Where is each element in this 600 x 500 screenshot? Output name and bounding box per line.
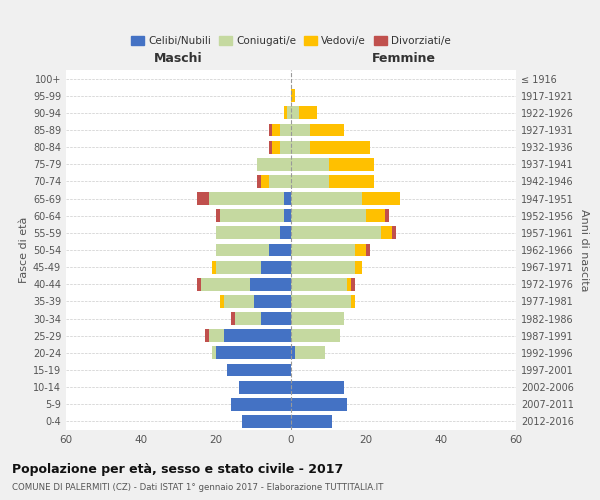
Bar — [227, 364, 291, 376]
Bar — [329, 175, 373, 188]
Bar — [284, 192, 291, 205]
Bar — [291, 158, 329, 170]
Bar — [201, 278, 250, 290]
Bar — [212, 346, 216, 360]
Bar — [257, 175, 261, 188]
Bar — [269, 140, 272, 153]
Bar — [235, 312, 261, 325]
Bar — [261, 312, 291, 325]
Bar — [220, 210, 284, 222]
Bar — [250, 278, 291, 290]
Bar — [291, 226, 381, 239]
Bar — [291, 192, 362, 205]
Bar — [269, 244, 291, 256]
Bar — [291, 278, 347, 290]
Bar — [291, 140, 310, 153]
Bar — [385, 210, 389, 222]
Bar — [205, 330, 209, 342]
Bar — [257, 158, 291, 170]
Bar — [261, 260, 291, 274]
Bar — [254, 295, 291, 308]
Bar — [291, 380, 343, 394]
Bar — [223, 295, 254, 308]
Bar — [291, 244, 355, 256]
Bar — [261, 175, 269, 188]
Bar — [231, 312, 235, 325]
Bar — [269, 175, 291, 188]
Bar — [329, 158, 373, 170]
Bar — [280, 140, 291, 153]
Text: Maschi: Maschi — [154, 52, 203, 65]
Bar — [355, 244, 366, 256]
Legend: Celibi/Nubili, Coniugati/e, Vedovi/e, Divorziati/e: Celibi/Nubili, Coniugati/e, Vedovi/e, Di… — [127, 32, 455, 50]
Bar — [272, 140, 280, 153]
Bar — [280, 226, 291, 239]
Text: Femmine: Femmine — [371, 52, 436, 65]
Bar — [291, 330, 340, 342]
Bar — [284, 210, 291, 222]
Bar — [220, 295, 223, 308]
Y-axis label: Fasce di età: Fasce di età — [19, 217, 29, 283]
Bar — [310, 140, 370, 153]
Bar — [216, 244, 269, 256]
Bar — [231, 398, 291, 410]
Bar — [355, 260, 362, 274]
Bar — [216, 260, 261, 274]
Bar — [366, 244, 370, 256]
Bar — [351, 295, 355, 308]
Bar — [209, 330, 223, 342]
Bar — [280, 124, 291, 136]
Bar — [291, 106, 299, 120]
Bar — [291, 346, 295, 360]
Bar — [291, 124, 310, 136]
Y-axis label: Anni di nascita: Anni di nascita — [579, 209, 589, 291]
Bar — [351, 278, 355, 290]
Bar — [212, 260, 216, 274]
Bar — [291, 398, 347, 410]
Bar — [269, 124, 272, 136]
Bar — [381, 226, 392, 239]
Bar — [366, 210, 385, 222]
Bar — [291, 415, 332, 428]
Bar — [197, 278, 201, 290]
Bar — [223, 330, 291, 342]
Bar — [392, 226, 396, 239]
Bar — [216, 226, 280, 239]
Bar — [291, 312, 343, 325]
Bar — [295, 346, 325, 360]
Bar — [299, 106, 317, 120]
Bar — [239, 380, 291, 394]
Bar — [216, 210, 220, 222]
Bar — [291, 210, 366, 222]
Bar — [310, 124, 343, 136]
Bar — [291, 295, 351, 308]
Bar — [362, 192, 400, 205]
Bar — [216, 346, 291, 360]
Bar — [284, 106, 287, 120]
Bar — [291, 260, 355, 274]
Bar — [287, 106, 291, 120]
Bar — [347, 278, 351, 290]
Bar — [291, 175, 329, 188]
Bar — [242, 415, 291, 428]
Text: Popolazione per età, sesso e stato civile - 2017: Popolazione per età, sesso e stato civil… — [12, 462, 343, 475]
Bar — [209, 192, 284, 205]
Bar — [197, 192, 209, 205]
Bar — [272, 124, 280, 136]
Text: COMUNE DI PALERMITI (CZ) - Dati ISTAT 1° gennaio 2017 - Elaborazione TUTTITALIA.: COMUNE DI PALERMITI (CZ) - Dati ISTAT 1°… — [12, 484, 383, 492]
Bar — [291, 90, 295, 102]
